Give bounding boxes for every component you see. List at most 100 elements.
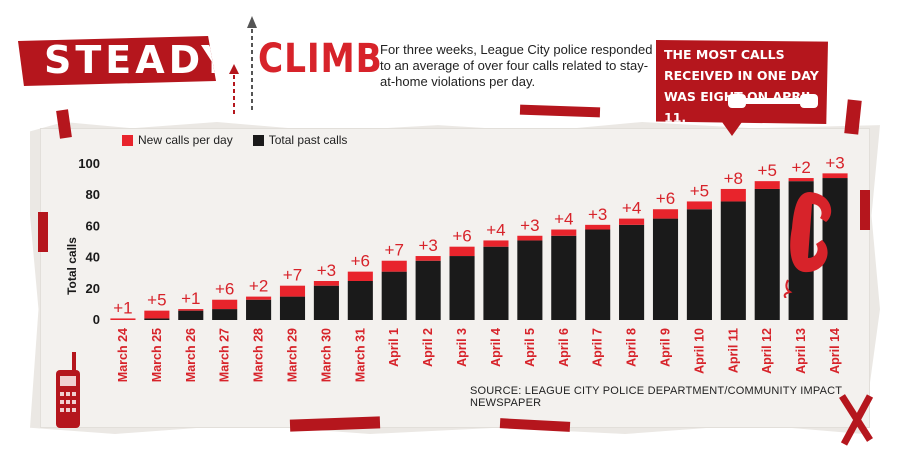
y-tick-label: 80 — [86, 187, 100, 202]
subtitle: For three weeks, League City police resp… — [380, 42, 653, 89]
x-tick-label: March 31 — [353, 328, 367, 382]
x-tick-label: April 3 — [455, 328, 469, 367]
tape-decoration — [38, 212, 48, 252]
corded-phone-icon — [783, 192, 832, 298]
bar-new-calls — [686, 201, 712, 210]
y-tick-label: 60 — [86, 218, 100, 233]
x-tick-label: March 24 — [116, 328, 130, 382]
x-tick-label: March 25 — [150, 328, 164, 382]
bar-total-past-calls — [483, 246, 509, 320]
bar-total-past-calls — [652, 218, 679, 320]
bar-new-calls — [754, 181, 780, 189]
y-tick-label: 40 — [86, 250, 100, 265]
data-label: +8 — [724, 169, 743, 188]
x-tick-label: March 28 — [252, 328, 266, 382]
bar-total-past-calls — [279, 296, 306, 320]
bar-new-calls — [415, 256, 441, 261]
y-tick-label: 0 — [93, 312, 100, 327]
data-label: +3 — [520, 216, 539, 235]
bar-new-calls — [246, 296, 272, 300]
x-tick-label: March 30 — [319, 328, 333, 382]
data-label: +3 — [825, 153, 844, 172]
callout-box: THE MOST CALLS RECEIVED IN ONE DAY WAS E… — [656, 40, 828, 124]
bar-total-past-calls — [246, 299, 272, 320]
bar-total-past-calls — [585, 229, 611, 320]
data-label: +3 — [317, 261, 336, 280]
tape-decoration — [860, 190, 870, 230]
x-tick-label: April 5 — [523, 328, 537, 367]
bar-new-calls — [144, 310, 170, 319]
x-tick-label: March 27 — [218, 328, 232, 382]
bar-new-calls — [313, 281, 339, 286]
data-label: +3 — [418, 236, 437, 255]
x-tick-label: April 7 — [591, 328, 605, 367]
title-steady: STEADY — [44, 38, 233, 82]
x-tick-label: April 8 — [625, 328, 639, 367]
bar-new-calls — [822, 173, 848, 179]
x-tick-label: April 13 — [794, 328, 808, 374]
bar-new-calls — [381, 260, 407, 272]
bar-total-past-calls — [754, 188, 780, 320]
bar-new-calls — [212, 299, 238, 310]
bar-new-calls — [347, 271, 373, 281]
title-steady-banner: STEADY — [18, 36, 216, 86]
bar-total-past-calls — [212, 309, 238, 320]
bar-new-calls — [720, 188, 746, 202]
data-label: +4 — [622, 199, 641, 218]
x-tick-label: April 4 — [489, 328, 503, 367]
data-label: +2 — [791, 158, 810, 177]
bar-total-past-calls — [144, 318, 170, 320]
bar-total-past-calls — [415, 260, 441, 320]
x-tick-label: April 12 — [760, 328, 774, 374]
bar-total-past-calls — [517, 240, 543, 320]
callout-pointer — [722, 122, 742, 136]
x-tick-label: March 29 — [286, 328, 300, 382]
bar-new-calls — [449, 246, 475, 257]
arrow-up-icon — [229, 16, 257, 114]
bar-total-past-calls — [551, 235, 577, 320]
data-label: +6 — [656, 189, 675, 208]
bar-total-past-calls — [449, 256, 475, 320]
x-tick-label: April 10 — [692, 328, 706, 374]
data-label: +6 — [215, 280, 234, 299]
bar-new-calls — [652, 209, 679, 219]
x-tick-label: April 11 — [726, 328, 740, 373]
bar-new-calls — [279, 285, 306, 297]
data-label: +5 — [147, 291, 166, 310]
y-tick-label: 20 — [86, 281, 100, 296]
data-label: +1 — [181, 289, 200, 308]
title-climb: CLIMB — [258, 36, 383, 82]
bar-total-past-calls — [720, 201, 746, 320]
x-tick-label: March 26 — [184, 328, 198, 382]
x-tick-label: April 14 — [828, 328, 842, 374]
data-label: +1 — [113, 298, 132, 317]
data-label: +4 — [486, 220, 505, 239]
bar-new-calls — [483, 240, 509, 247]
y-tick-label: 100 — [78, 156, 100, 171]
data-label: +7 — [385, 241, 404, 260]
source-note: SOURCE: LEAGUE CITY POLICE DEPARTMENT/CO… — [470, 385, 843, 409]
data-label: +5 — [690, 181, 709, 200]
bar-new-calls — [178, 309, 204, 311]
data-label: +2 — [249, 277, 268, 296]
x-tick-label: April 6 — [557, 328, 571, 367]
data-label: +6 — [452, 227, 471, 246]
bar-new-calls — [551, 229, 577, 236]
data-label: +5 — [758, 161, 777, 180]
cellphone-icon — [56, 352, 80, 428]
legend-item-new: New calls per day — [122, 133, 233, 147]
bar-new-calls — [110, 318, 136, 320]
chart-legend: New calls per day Total past calls — [122, 133, 347, 147]
bar-total-past-calls — [313, 285, 339, 320]
bar-new-calls — [517, 235, 543, 241]
x-tick-label: April 9 — [659, 328, 673, 367]
phone-icon — [728, 94, 818, 108]
data-label: +4 — [554, 210, 573, 229]
legend-label-new: New calls per day — [138, 133, 233, 147]
x-tick-label: April 2 — [421, 328, 435, 367]
bar-total-past-calls — [347, 281, 373, 320]
x-tick-label: April 1 — [387, 328, 401, 367]
data-label: +3 — [588, 205, 607, 224]
bar-total-past-calls — [178, 310, 204, 320]
